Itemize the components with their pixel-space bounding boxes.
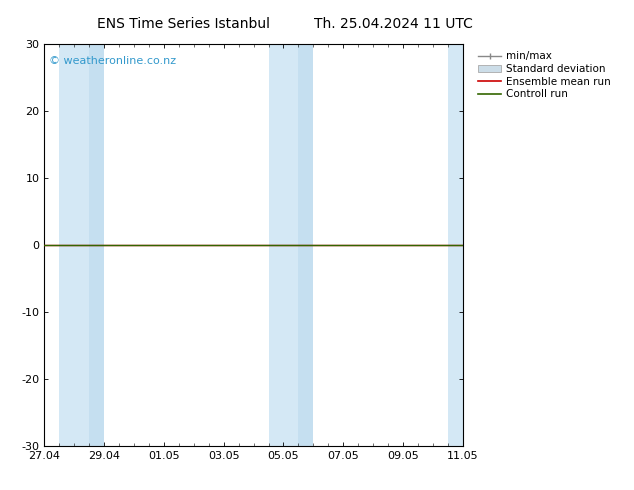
Bar [448,44,463,446]
Text: ENS Time Series Istanbul: ENS Time Series Istanbul [98,17,270,31]
Bar [89,44,104,446]
Legend: min/max, Standard deviation, Ensemble mean run, Controll run: min/max, Standard deviation, Ensemble me… [476,49,612,101]
Bar [299,44,313,446]
Text: © weatheronline.co.nz: © weatheronline.co.nz [49,56,176,66]
Bar [269,44,299,446]
Bar [60,44,89,446]
Text: Th. 25.04.2024 11 UTC: Th. 25.04.2024 11 UTC [314,17,472,31]
